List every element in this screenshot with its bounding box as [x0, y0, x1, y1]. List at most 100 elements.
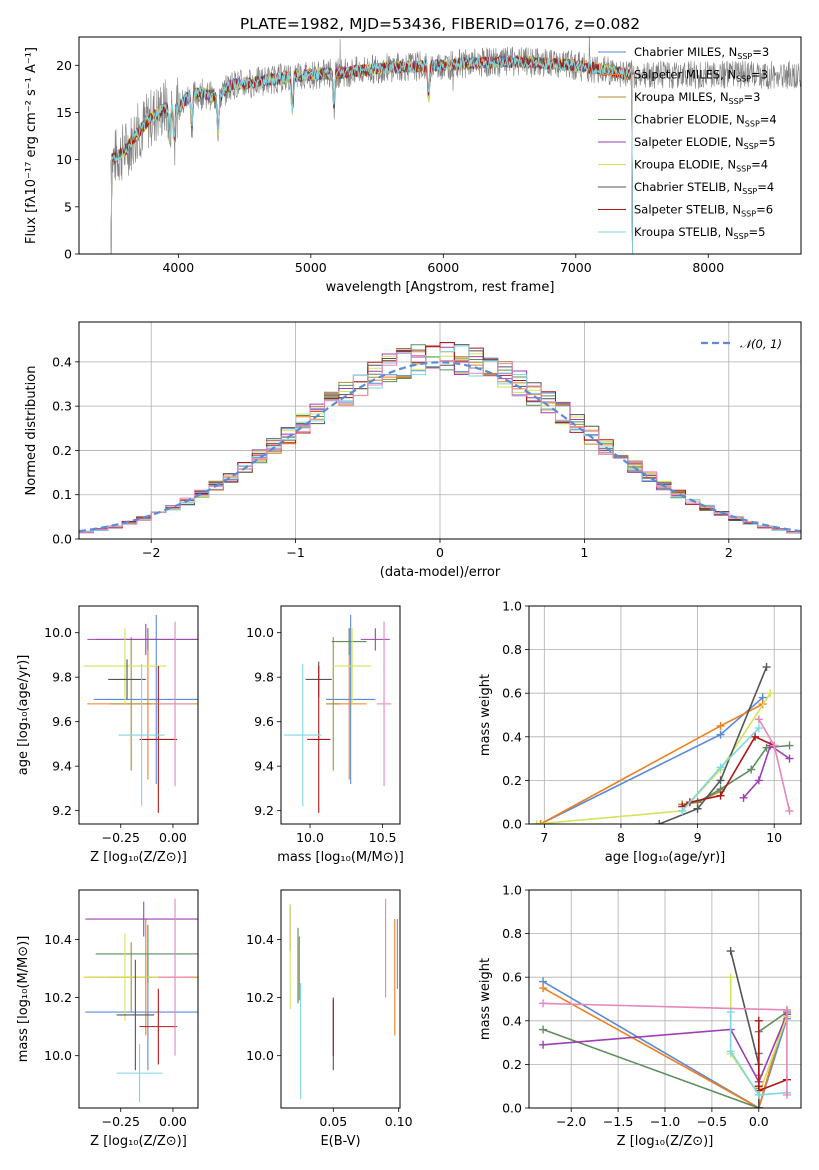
x-tick-label: 0.00: [159, 1114, 187, 1129]
x-tick-label: 1: [580, 545, 588, 560]
legend-entry-1: Salpeter MILES, NSSP=3: [634, 68, 768, 84]
x-axis-label: wavelength [Angstrom, rest frame]: [326, 280, 555, 295]
x-axis-label: (data-model)/error: [380, 565, 501, 580]
weight-marker-9: [782, 1005, 791, 1014]
x-axis-label: Z [log₁₀(Z/Z⊙)]: [90, 1134, 187, 1149]
x-axis-label: Z [log₁₀(Z/Z⊙)]: [90, 850, 187, 865]
x-tick-label: 4000: [162, 260, 194, 275]
x-tick-label: 6000: [427, 260, 459, 275]
x-tick-label: −0.25: [102, 830, 140, 845]
plot-area: [109, 37, 801, 254]
x-axis-label: age [log₁₀(age/yr)]: [605, 850, 726, 865]
y-axis-label: mass [log₁₀(M/M⊙)]: [16, 936, 31, 1063]
plot-area: [529, 606, 801, 824]
panel-age_vs_mass: 10.0 10.5 9.2 9.4 9.6 9.8 10.0 mass [log₁₀(M/M⊙…: [246, 605, 404, 865]
weight-marker-6: [693, 804, 702, 813]
weight-marker-4: [754, 776, 763, 785]
weight-line-8: [729, 1012, 787, 1096]
y-tick-label: 0.3: [52, 399, 72, 414]
y-tick-label: 9.6: [52, 714, 72, 729]
x-tick-label: 0.0: [749, 1114, 769, 1129]
x-tick-label: 0.00: [159, 830, 187, 845]
legend-name: Kroupa STELIB, N: [634, 225, 734, 239]
legend-entry-6: Chabrier STELIB, NSSP=4: [634, 180, 774, 196]
y-tick-label: 0.1: [52, 487, 72, 502]
spectrum-model-4: [109, 55, 635, 254]
weight-marker-8: [726, 1047, 735, 1056]
panel-spectrum: 4000 5000 6000 7000 8000 0 5 10 15 20 wavelength […: [24, 36, 802, 295]
weight-marker-4: [785, 754, 794, 763]
legend-sub: SSP: [737, 52, 752, 61]
legend-suffix: =4: [757, 180, 774, 194]
legend-name: Kroupa ELODIE, N: [634, 158, 736, 172]
weight-line-4: [742, 744, 790, 799]
spectrum-model-7: [109, 54, 635, 254]
y-tick-label: 0.8: [502, 642, 522, 657]
weight-marker-9: [539, 999, 548, 1008]
axes-frame: [78, 605, 199, 825]
y-tick-label: 10.0: [44, 625, 72, 640]
legend-sub: SSP: [742, 187, 757, 196]
panel-weight_vs_Z: −2.0 −1.5 −1.0 −0.5 0.0 0.0 0.2 0.4 0.6 0.8 1.0 Z […: [478, 883, 802, 1149]
legend-name: Salpeter ELODIE, N: [634, 135, 744, 149]
weight-marker-9: [782, 1090, 791, 1099]
y-axis-label: age [log₁₀(age/yr)]: [16, 655, 31, 776]
y-tick-label: 10.2: [246, 990, 274, 1005]
weight-marker-8: [754, 1090, 763, 1099]
y-tick-label: 10.0: [44, 1048, 72, 1063]
weight-marker-1: [539, 984, 548, 993]
plot-area: [79, 322, 801, 539]
legend-sub: SSP: [736, 75, 751, 84]
x-tick-label: 0.10: [385, 1114, 413, 1129]
legend-sub: SSP: [734, 232, 749, 241]
axes-frame: [78, 36, 802, 255]
weight-marker-5: [726, 973, 735, 982]
y-tick-label: 0.4: [502, 729, 522, 744]
legend-sub: SSP: [741, 210, 756, 219]
y-axis-label: Normed distribution: [24, 366, 39, 496]
y-tick-label: 0.0: [52, 532, 72, 547]
weight-marker-0: [716, 730, 725, 739]
weight-marker-8: [716, 763, 725, 772]
weight-marker-6: [762, 663, 771, 672]
weight-marker-1: [536, 820, 545, 824]
x-tick-label: −2.0: [556, 1114, 586, 1129]
weight-marker-9: [785, 806, 794, 815]
weight-marker-7: [751, 732, 760, 741]
normal-curve: [79, 361, 801, 533]
y-tick-label: 0.2: [502, 1057, 522, 1072]
plot-area: [83, 614, 198, 813]
legend-sub: SSP: [745, 120, 760, 129]
weight-marker-4: [739, 793, 748, 802]
panel-residuals: −2 −1 0 1 2 0.0 0.1 0.2 0.3 0.4 (data-model)/error…: [24, 321, 802, 580]
y-tick-label: 9.8: [52, 670, 72, 685]
x-tick-label: 0.05: [319, 1114, 347, 1129]
weight-marker-8: [726, 1008, 735, 1017]
x-tick-label: −2: [142, 545, 160, 560]
y-tick-label: 0.4: [52, 354, 72, 369]
weight-marker-6: [754, 1104, 763, 1108]
x-axis-label: E(B-V): [320, 1134, 360, 1149]
weight-marker-9: [770, 741, 779, 750]
y-axis-label: Flux [fλ10⁻¹⁷ erg cm⁻² s⁻¹ A⁻¹]: [24, 47, 39, 244]
weight-marker-4: [539, 1040, 548, 1049]
y-tick-label: 10: [56, 152, 72, 167]
x-tick-label: −0.25: [102, 1114, 140, 1129]
x-tick-label: 9: [694, 830, 702, 845]
x-tick-label: 2: [725, 545, 733, 560]
x-tick-label: 5000: [295, 260, 327, 275]
legend-normal-label: 𝒩(0, 1): [740, 337, 782, 351]
x-tick-label: −1.5: [603, 1114, 633, 1129]
legend-name: Salpeter STELIB, N: [634, 203, 741, 217]
legend-suffix: =4: [751, 158, 768, 172]
y-tick-label: 0.2: [502, 773, 522, 788]
weight-marker-3: [539, 1025, 548, 1034]
plot-area: [289, 898, 398, 1100]
weight-line-6: [659, 666, 768, 824]
y-tick-label: 10.0: [246, 1048, 274, 1063]
y-tick-label: 10.2: [44, 990, 72, 1005]
legend-name: Salpeter MILES, N: [634, 68, 736, 82]
spectrum-model-0: [109, 55, 635, 254]
